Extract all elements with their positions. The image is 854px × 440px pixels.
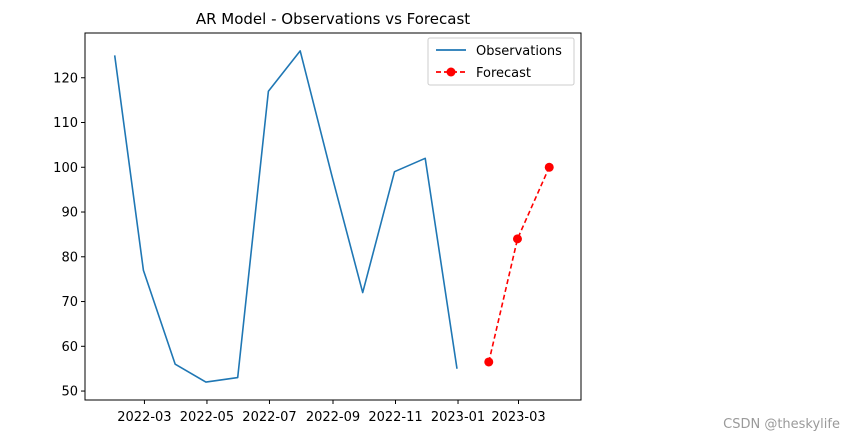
y-tick-label: 60 xyxy=(61,340,78,355)
x-tick-label: 2022-09 xyxy=(306,410,360,425)
x-tick-label: 2022-03 xyxy=(117,410,171,425)
legend-observations-label: Observations xyxy=(476,44,562,59)
watermark: CSDN @theskylife xyxy=(723,417,840,432)
data-point-forecast xyxy=(484,357,494,367)
y-tick-label: 70 xyxy=(61,295,78,310)
data-point-forecast xyxy=(512,234,522,244)
data-point-forecast xyxy=(544,162,554,172)
x-tick-label: 2022-11 xyxy=(368,410,422,425)
y-tick-label: 120 xyxy=(53,71,78,86)
x-tick-label: 2022-07 xyxy=(242,410,296,425)
y-tick-label: 100 xyxy=(53,161,78,176)
legend-forecast-marker xyxy=(446,67,456,77)
x-tick-label: 2022-05 xyxy=(180,410,234,425)
y-tick-label: 110 xyxy=(53,116,78,131)
chart-title: AR Model - Observations vs Forecast xyxy=(196,10,470,28)
y-tick-label: 80 xyxy=(61,250,78,265)
axes-frame xyxy=(84,32,582,401)
legend: Observations Forecast xyxy=(427,37,575,86)
x-tick-label: 2023-03 xyxy=(491,410,545,425)
x-tick-label: 2023-01 xyxy=(431,410,485,425)
legend-forecast-label: Forecast xyxy=(476,66,531,81)
series-line-observations xyxy=(113,50,458,383)
y-tick-label: 90 xyxy=(61,206,78,221)
series-line-forecast xyxy=(488,166,550,363)
y-tick-label: 50 xyxy=(61,385,78,400)
